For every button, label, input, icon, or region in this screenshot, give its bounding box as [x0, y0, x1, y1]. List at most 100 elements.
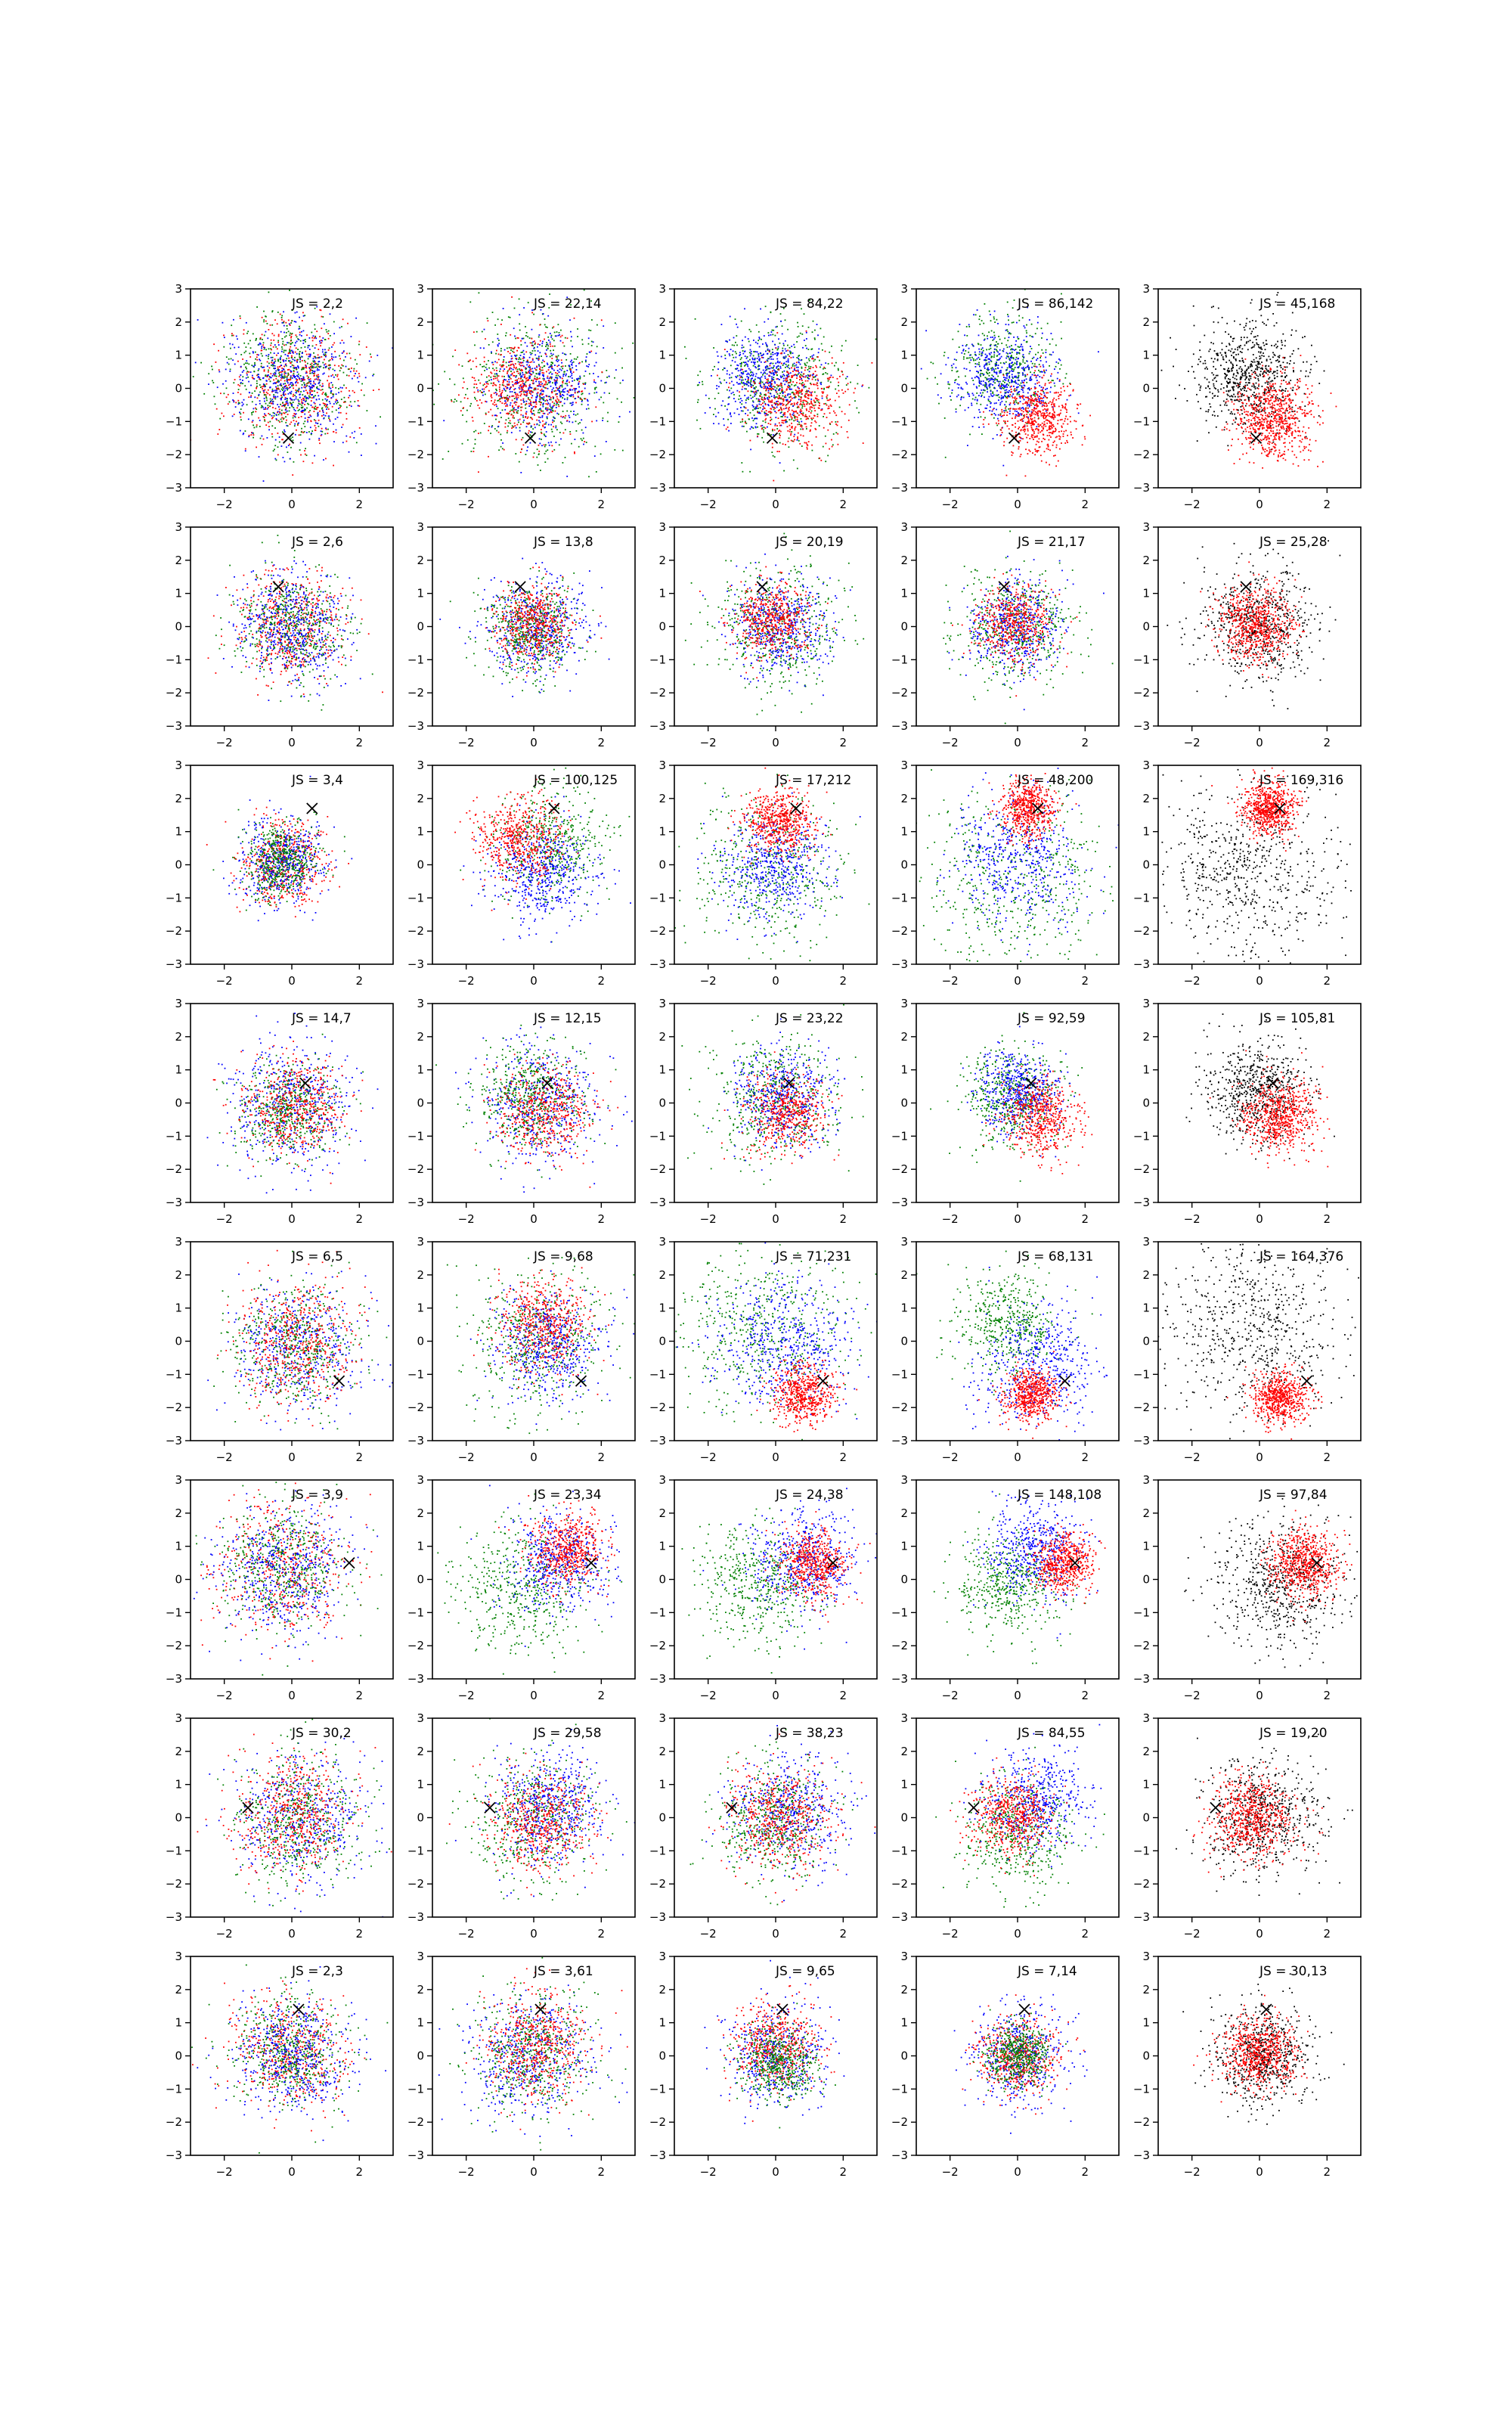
scatter-point	[523, 390, 525, 392]
scatter-point	[948, 387, 950, 389]
scatter-point	[752, 401, 754, 403]
scatter-point	[260, 349, 262, 352]
scatter-point	[509, 316, 511, 318]
scatter-point	[535, 399, 537, 401]
scatter-point	[769, 362, 771, 365]
scatter-point	[746, 364, 748, 366]
scatter-point	[758, 411, 761, 413]
scatter-point	[290, 340, 292, 342]
scatter-point	[295, 384, 297, 386]
scatter-point	[519, 418, 521, 420]
series-blue	[194, 306, 393, 482]
scatter-point	[526, 372, 528, 374]
scatter-point	[260, 362, 262, 365]
scatter-point	[590, 345, 593, 346]
scatter-point	[510, 355, 513, 357]
scatter-point	[773, 379, 775, 381]
scatter-point	[503, 368, 506, 370]
scatter-point	[844, 413, 846, 415]
scatter-point	[494, 361, 496, 363]
scatter-point	[548, 380, 550, 382]
scatter-point	[277, 334, 280, 336]
scatter-point	[761, 354, 764, 356]
scatter-point	[275, 370, 277, 372]
scatter-point	[290, 332, 291, 334]
scatter-point	[542, 359, 544, 361]
scatter-point	[792, 374, 795, 377]
scatter-point	[590, 340, 593, 343]
scatter-point	[734, 400, 736, 402]
scatter-point	[556, 402, 558, 403]
y-tick-label: 1	[175, 349, 182, 362]
scatter-point	[520, 414, 522, 416]
scatter-point	[789, 406, 790, 408]
scatter-point	[763, 353, 764, 355]
scatter-point	[225, 396, 228, 399]
scatter-point	[271, 359, 274, 361]
scatter-point	[491, 351, 492, 353]
scatter-point	[752, 405, 754, 408]
scatter-point	[305, 353, 308, 355]
scatter-point	[807, 398, 810, 399]
scatter-point	[737, 365, 739, 367]
scatter-point	[259, 377, 261, 379]
scatter-point	[770, 392, 772, 395]
scatter-point	[307, 419, 308, 421]
scatter-point	[525, 372, 528, 374]
scatter-point	[750, 380, 752, 381]
scatter-point	[731, 372, 733, 374]
scatter-point	[265, 330, 267, 333]
scatter-point	[779, 397, 781, 399]
scatter-point	[955, 379, 957, 380]
scatter-point	[563, 373, 565, 375]
scatter-point	[263, 369, 265, 371]
scatter-point	[323, 414, 324, 416]
scatter-point	[751, 377, 753, 380]
scatter-point	[522, 356, 525, 358]
scatter-point	[823, 366, 826, 368]
scatter-point	[984, 334, 985, 337]
scatter-point	[346, 352, 348, 355]
scatter-point	[269, 414, 271, 416]
scatter-point	[779, 406, 782, 408]
scatter-point	[951, 370, 953, 371]
scatter-point	[300, 378, 302, 380]
scatter-point	[788, 382, 789, 383]
scatter-point	[358, 405, 361, 407]
scatter-point	[553, 402, 556, 405]
scatter-point	[736, 375, 739, 377]
scatter-point	[289, 424, 291, 425]
scatter-point	[753, 361, 755, 364]
scatter-point	[781, 352, 782, 354]
scatter-point	[313, 380, 314, 383]
scatter-point	[313, 361, 315, 363]
scatter-point	[858, 411, 860, 414]
scatter-point	[555, 382, 557, 383]
scatter-point	[485, 386, 487, 389]
scatter-point	[501, 375, 503, 377]
scatter-point	[282, 343, 284, 345]
scatter-point	[310, 369, 312, 371]
scatter-point	[756, 389, 758, 392]
scatter-point	[529, 383, 531, 386]
scatter-point	[783, 396, 785, 398]
scatter-point	[771, 379, 773, 380]
scatter-point	[838, 389, 840, 392]
scatter-point	[569, 389, 571, 391]
scatter-point	[290, 337, 292, 339]
scatter-point	[993, 318, 995, 320]
scatter-point	[531, 417, 532, 419]
scatter-point	[731, 380, 733, 383]
scatter-point	[291, 309, 293, 311]
scatter-point	[290, 375, 292, 377]
scatter-point	[764, 375, 766, 377]
scatter-point	[523, 383, 525, 385]
scatter-point	[803, 386, 805, 389]
scatter-point	[813, 401, 816, 403]
scatter-point	[547, 407, 549, 409]
scatter-point	[776, 400, 779, 402]
scatter-point	[451, 399, 452, 401]
scatter-point	[826, 399, 829, 402]
scatter-point	[314, 355, 316, 358]
scatter-point	[573, 387, 575, 389]
